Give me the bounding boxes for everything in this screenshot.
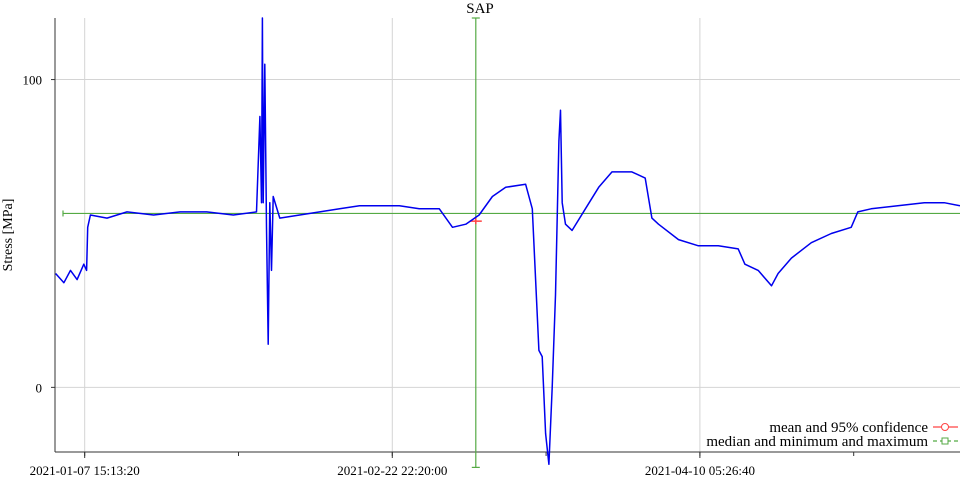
summary-layer xyxy=(62,17,960,468)
legend-square-marker xyxy=(941,437,949,445)
axis-layer xyxy=(54,18,960,453)
y-tick-label: 100 xyxy=(23,73,43,88)
grid-layer xyxy=(55,18,960,452)
legend-circle-marker xyxy=(941,423,949,431)
y-tick-label: 0 xyxy=(36,380,43,395)
x-tick-label: 2021-01-07 15:13:20 xyxy=(30,463,140,478)
x-tick-label: 2021-02-22 22:20:00 xyxy=(337,463,447,478)
legend-label: mean and 95% confidence xyxy=(769,420,928,436)
tick-label-layer: 2021-01-07 15:13:20 2021-02-22 22:20:00 20… xyxy=(23,73,855,478)
stress-series-line xyxy=(55,17,960,466)
chart-title: SAP xyxy=(466,1,494,17)
series-layer xyxy=(55,17,960,466)
x-tick-label: 2021-04-10 05:26:40 xyxy=(645,463,755,478)
legend-label: median and minimum and maximum xyxy=(706,434,928,450)
y-axis-label: Stress [MPa] xyxy=(1,199,16,272)
